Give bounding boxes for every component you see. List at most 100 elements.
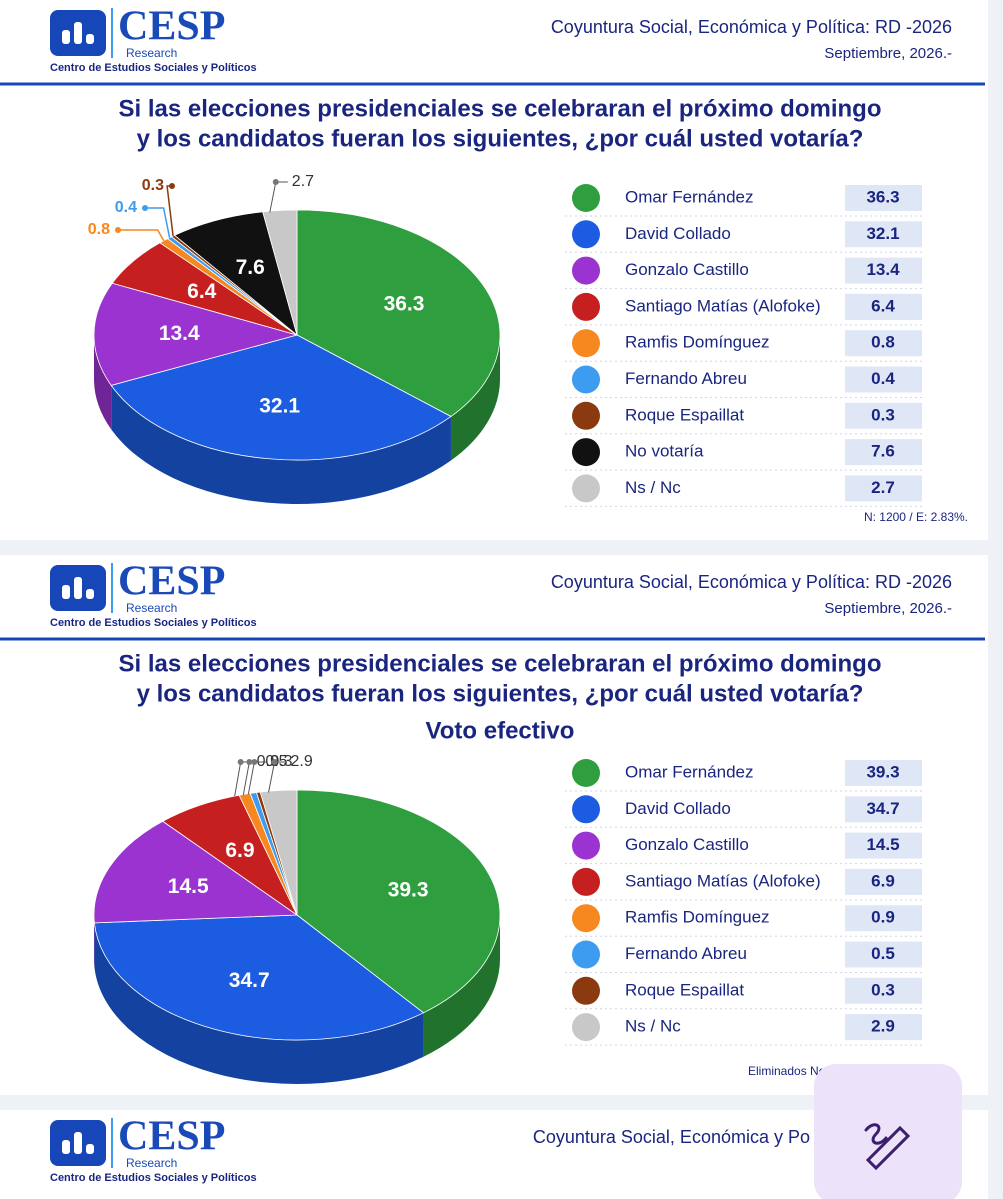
logo-bar	[86, 589, 94, 599]
edit-icon	[864, 1123, 911, 1171]
data-label: 2.7	[292, 173, 314, 190]
legend-label: Roque Espaillat	[625, 405, 744, 424]
slice-side	[94, 922, 424, 1084]
slice	[93, 282, 299, 386]
legend-label: Omar Fernández	[625, 762, 754, 781]
legend-value-box	[845, 439, 922, 466]
leader	[145, 207, 171, 238]
legend-value: 6.9	[871, 871, 895, 890]
data-label: 14.5	[168, 875, 209, 898]
legend-value-box	[845, 977, 922, 1004]
slice	[296, 209, 501, 417]
logo-bar	[74, 22, 82, 44]
org: Centro de Estudios Sociales y Políticos	[50, 62, 257, 74]
legend-label: Santiago Matías (Alofoke)	[625, 296, 821, 315]
legend-label: Gonzalo Castillo	[625, 260, 749, 279]
legend-value-box	[845, 796, 922, 823]
data-label: 2.9	[291, 753, 313, 770]
legend-value: 0.3	[871, 405, 895, 424]
logo-bar	[86, 1144, 94, 1154]
legend-value: 7.6	[871, 442, 895, 461]
slice-side	[111, 385, 451, 504]
legend-label: David Collado	[625, 224, 731, 243]
legend-marker	[572, 329, 600, 358]
edit-button[interactable]	[814, 1064, 962, 1199]
data-label: 34.7	[229, 969, 270, 992]
legend-marker	[572, 365, 600, 394]
legend-value-box	[845, 1014, 922, 1041]
legend-label: David Collado	[625, 799, 731, 818]
leader-dot	[115, 227, 121, 233]
data-label: 6.4	[187, 280, 217, 303]
slice	[93, 914, 425, 1041]
leader	[118, 229, 165, 242]
data-label: 39.3	[388, 879, 429, 902]
legend-marker	[572, 292, 600, 321]
report: Coyuntura Social, Económica y Po	[533, 1127, 810, 1147]
legend-marker	[572, 1013, 600, 1042]
slice-side	[94, 335, 112, 430]
data-label: 0.3	[142, 177, 164, 194]
slice	[173, 211, 298, 337]
date: Septiembre, 2026.-	[824, 45, 952, 62]
legend-value: 0.4	[871, 369, 895, 388]
footnote: N: 1200 / E: 2.83%.	[864, 510, 968, 524]
slice-side	[450, 335, 500, 461]
legend-marker	[572, 256, 600, 285]
footnote: Eliminados No	[748, 1064, 826, 1078]
leader-dot	[271, 759, 278, 765]
legend-value: 0.5	[871, 944, 895, 963]
legend-value: 14.5	[866, 835, 899, 854]
legend-value-box	[845, 257, 922, 284]
legend-value: 0.3	[871, 980, 895, 999]
data-label: 36.3	[384, 292, 425, 315]
chart-title: y los candidatos fueran los siguientes, …	[137, 125, 864, 152]
leader-dot	[272, 179, 279, 185]
org: Centro de Estudios Sociales y Políticos	[50, 1172, 257, 1184]
legend-label: Ns / Nc	[625, 478, 681, 497]
legend-label: Fernando Abreu	[625, 369, 747, 388]
legend-value-box	[845, 221, 922, 248]
report: Coyuntura Social, Económica y Política: …	[551, 572, 952, 592]
brand-sub: Research	[126, 601, 177, 615]
data-label: 6.9	[225, 839, 254, 862]
chart-title: Si las elecciones presidenciales se cele…	[119, 650, 882, 677]
legend-marker	[572, 438, 600, 467]
slice	[93, 820, 299, 924]
data-label: 0.4	[115, 199, 137, 216]
legend-label: Omar Fernández	[625, 187, 754, 206]
legend-value-box	[845, 760, 922, 786]
legend-marker	[572, 831, 600, 860]
legend-value-box	[845, 366, 922, 393]
legend-value-box	[845, 402, 922, 429]
legend-marker	[572, 867, 600, 896]
data-label: 13.4	[159, 322, 200, 345]
legend-marker	[572, 904, 600, 933]
data-label: 0.8	[88, 221, 110, 238]
legend-value: 2.9	[871, 1017, 895, 1036]
legend-value-box	[845, 185, 922, 211]
legend-value: 32.1	[866, 224, 899, 243]
slice-side	[423, 915, 500, 1057]
legend-marker	[572, 474, 600, 503]
slice	[110, 334, 452, 461]
leader-dot	[246, 759, 253, 765]
legend-label: Ramfis Domínguez	[625, 333, 770, 352]
legend-value-box	[845, 868, 922, 895]
logo-bar	[86, 34, 94, 44]
legend-label: Ns / Nc	[625, 1017, 681, 1036]
chart-title: Si las elecciones presidenciales se cele…	[119, 95, 882, 122]
legend-label: Gonzalo Castillo	[625, 835, 749, 854]
legend-value: 36.3	[866, 187, 899, 206]
slice	[296, 789, 501, 1014]
legend-value-box	[845, 832, 922, 859]
legend-marker	[572, 220, 600, 249]
legend-label: Roque Espaillat	[625, 980, 744, 999]
legend-value: 34.7	[866, 799, 899, 818]
legend-value: 6.4	[871, 296, 895, 315]
brand: CESP	[118, 559, 225, 605]
logo-bar	[62, 1140, 70, 1154]
legend-label: Fernando Abreu	[625, 944, 747, 963]
chart-subtitle: Voto efectivo	[426, 717, 575, 744]
leader-dot	[237, 759, 244, 765]
